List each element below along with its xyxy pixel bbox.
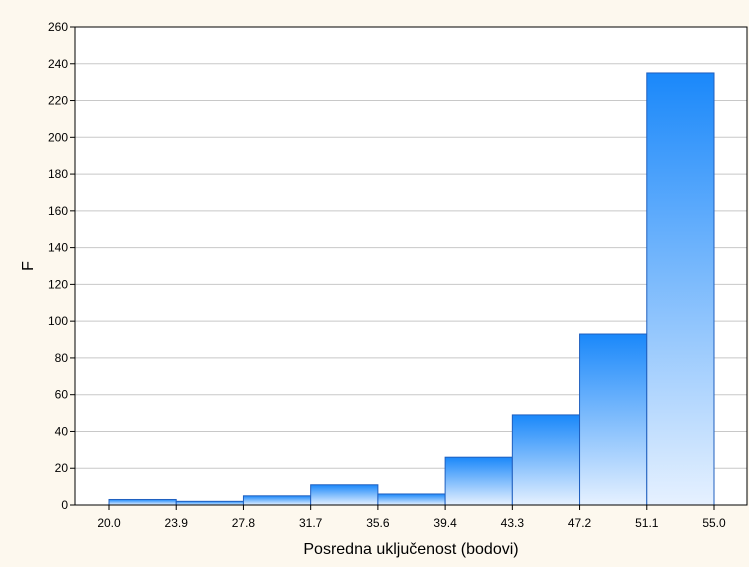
- y-tick-label: 100: [48, 314, 68, 328]
- x-tick-label: 43.3: [501, 516, 525, 530]
- y-tick-label: 40: [55, 424, 69, 438]
- y-tick-label: 220: [48, 94, 68, 108]
- y-tick-label: 180: [48, 167, 68, 181]
- y-tick-label: 120: [48, 277, 68, 291]
- histogram-bar: [377, 493, 446, 506]
- y-tick-label: 140: [48, 241, 68, 255]
- x-axis-ticks: 20.0 23.9 27.8 31.7 35.6 39.4 43.3 47.2 51.1 55.0: [97, 505, 726, 530]
- histogram-bar: [444, 456, 513, 506]
- histogram-bar: [511, 414, 581, 506]
- y-tick-label: 80: [55, 351, 69, 365]
- x-axis-title: Posredna uključenost (bodovi): [303, 541, 518, 558]
- x-tick-label: 27.8: [232, 516, 256, 530]
- y-axis-title: F: [20, 261, 37, 271]
- y-axis-ticks: 0 20 40 60 80 100 120 140 160 180 200 220 240 260: [48, 20, 75, 512]
- histogram-bar: [310, 484, 379, 506]
- histogram-bar: [242, 495, 312, 506]
- histogram-bar: [646, 72, 715, 506]
- x-tick-label: 23.9: [165, 516, 189, 530]
- y-tick-label: 260: [48, 20, 68, 34]
- gridlines: [75, 63, 747, 469]
- y-tick-label: 160: [48, 204, 68, 218]
- histogram-bar: [579, 333, 648, 506]
- y-tick-label: 20: [55, 461, 69, 475]
- y-tick-label: 240: [48, 57, 68, 71]
- x-tick-label: 35.6: [366, 516, 390, 530]
- histogram-bar: [108, 498, 177, 506]
- y-tick-label: 200: [48, 130, 68, 144]
- y-tick-label: 0: [61, 498, 68, 512]
- x-tick-label: 55.0: [702, 516, 726, 530]
- histogram-bar: [175, 500, 244, 506]
- x-tick-label: 39.4: [433, 516, 457, 530]
- x-tick-label: 51.1: [635, 516, 659, 530]
- plot-frame: [74, 26, 748, 506]
- x-tick-label: 47.2: [568, 516, 592, 530]
- y-tick-label: 60: [55, 388, 69, 402]
- x-tick-label: 20.0: [97, 516, 121, 530]
- x-tick-label: 31.7: [299, 516, 323, 530]
